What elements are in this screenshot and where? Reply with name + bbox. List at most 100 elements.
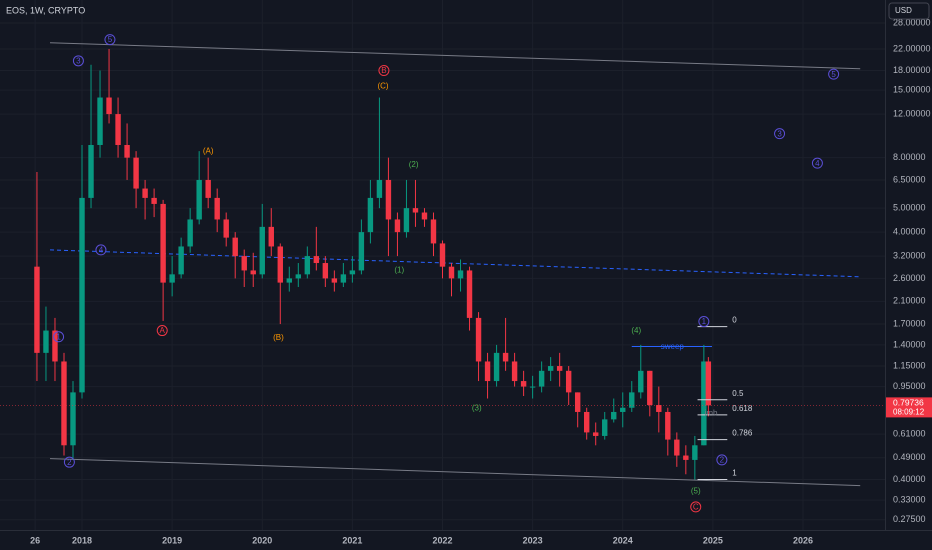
y-tick-label: 1.70000	[893, 318, 926, 328]
candle-body	[565, 370, 572, 393]
wave-circle	[72, 55, 84, 67]
x-tick-label: 2026	[793, 535, 813, 545]
candle-body	[421, 212, 428, 220]
candle-body	[142, 188, 148, 198]
candle-body	[647, 370, 653, 406]
candle-body	[448, 266, 455, 279]
wave-circle	[828, 68, 840, 80]
x-tick-label: 2020	[252, 535, 272, 545]
trend-line	[50, 458, 861, 487]
candle-body	[475, 317, 482, 362]
wave-label: 5	[108, 35, 113, 44]
candle-body	[97, 97, 103, 145]
candle-body	[115, 114, 121, 145]
candle-body	[61, 361, 67, 446]
candle-body	[106, 97, 112, 115]
wave-label: 5	[831, 70, 836, 79]
y-tick-label: 0.49000	[893, 452, 926, 462]
candle-body	[250, 270, 256, 275]
wave-circle	[53, 331, 65, 343]
y-tick-label: 0.61000	[893, 429, 926, 439]
candle-body	[322, 263, 329, 279]
x-tick-label: 2024	[613, 535, 633, 545]
x-tick-label: 2018	[72, 535, 92, 545]
x-tick-label: 26	[30, 535, 40, 545]
candle-body	[520, 381, 527, 387]
candle-body	[394, 219, 401, 233]
y-tick-label: 0.33000	[893, 495, 926, 505]
fib-label: 0	[732, 316, 737, 325]
candle-body	[538, 370, 545, 387]
x-tick-label: 2021	[342, 535, 362, 545]
y-tick-label: 0.40000	[893, 474, 926, 484]
fib-label: 1	[732, 469, 737, 478]
wave-label: 4	[815, 159, 820, 168]
wave-label: (2)	[409, 160, 419, 169]
y-tick-label: 18.00000	[893, 65, 931, 75]
currency-label[interactable]: USD	[895, 6, 912, 15]
candle-body	[511, 361, 518, 382]
candle-body	[556, 366, 563, 371]
wave-circle	[690, 501, 702, 513]
candle-body	[268, 226, 274, 247]
candle-body	[124, 144, 130, 158]
candle-body	[638, 370, 644, 393]
candle-body	[547, 366, 554, 371]
candle-body	[295, 274, 302, 279]
candle-body	[665, 411, 671, 440]
wave-circle	[698, 316, 710, 328]
fib-label: 0.5	[732, 389, 744, 398]
wave-label: 2	[720, 456, 725, 465]
trend-line	[50, 249, 861, 278]
candle-body	[457, 270, 464, 279]
candle-body	[439, 243, 446, 267]
trend-line	[50, 42, 861, 70]
candle-body	[683, 455, 689, 460]
candle-body	[34, 266, 40, 353]
y-tick-label: 1.15000	[893, 360, 926, 370]
y-tick-label: 2.60000	[893, 273, 926, 283]
wave-label: 4	[99, 246, 104, 255]
candle-body	[620, 407, 626, 412]
candle-body	[367, 197, 374, 233]
wave-circle	[378, 65, 390, 77]
candle-body	[169, 274, 175, 283]
wave-label: A	[160, 326, 166, 335]
candle-body	[160, 203, 166, 283]
symbol-title: EOS, 1W, CRYPTO	[6, 5, 85, 15]
candle-body	[358, 232, 365, 271]
wave-label: 3	[777, 129, 782, 138]
candle-body	[593, 432, 599, 436]
candle-body	[674, 439, 680, 456]
candle-body	[205, 179, 211, 198]
candle-body	[611, 411, 617, 420]
candle-body	[232, 237, 238, 257]
candle-body	[493, 352, 500, 382]
wave-label: 3	[76, 56, 81, 65]
wave-circle	[156, 325, 168, 337]
candle-body	[656, 405, 662, 412]
candle-body	[529, 386, 536, 388]
candle-body	[349, 270, 356, 275]
candle-body	[214, 197, 220, 220]
candle-body	[502, 352, 509, 362]
y-tick-label: 8.00000	[893, 152, 926, 162]
axes: 28.0000022.0000018.0000015.0000012.00000…	[30, 17, 932, 545]
candle-body	[331, 278, 338, 283]
candle-body	[70, 392, 76, 446]
currency-button[interactable]	[888, 2, 930, 20]
candle-body	[629, 392, 635, 408]
wave-label: sweep	[661, 342, 685, 351]
wave-label: (C)	[377, 82, 388, 91]
fib-label: 0.618	[732, 404, 753, 413]
candle-body	[43, 330, 49, 353]
candle-body	[705, 361, 712, 406]
candle-body	[88, 144, 94, 198]
y-tick-label: 12.00000	[893, 108, 931, 118]
y-tick-label: 3.20000	[893, 250, 926, 260]
wave-label: C	[693, 502, 699, 511]
wave-label: (5)	[691, 486, 701, 495]
